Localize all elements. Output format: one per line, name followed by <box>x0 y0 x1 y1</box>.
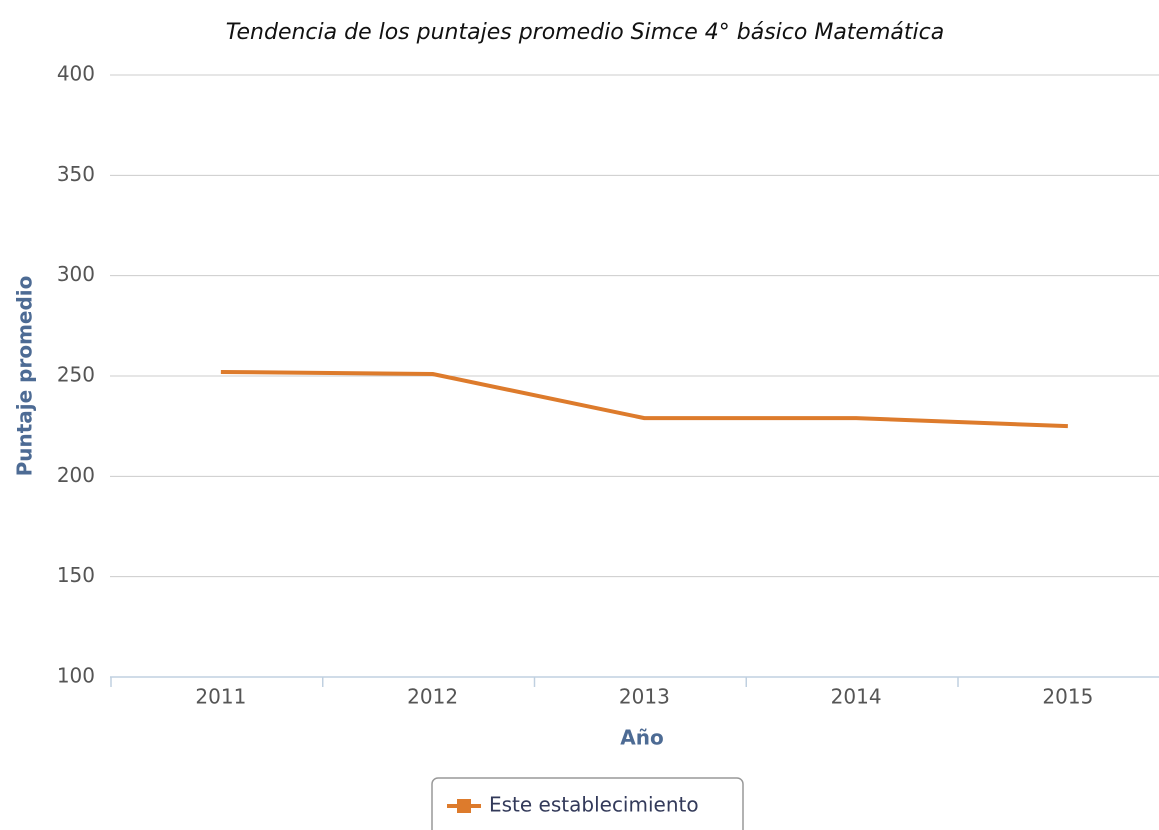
x-tick-label: 2013 <box>619 685 670 709</box>
x-tick-label: 2015 <box>1042 685 1093 709</box>
series-line <box>220 369 1068 429</box>
y-tick-label: 150 <box>57 563 95 587</box>
y-tick-label: 100 <box>57 664 95 688</box>
x-tick-label: 2014 <box>831 685 882 709</box>
y-tick-label: 300 <box>57 262 95 286</box>
legend-symbol-marker <box>457 799 471 813</box>
y-tick-label: 200 <box>57 463 95 487</box>
y-axis-title: Puntaje promedio <box>13 276 37 477</box>
x-tick-label: 2011 <box>195 685 246 709</box>
y-tick-label: 350 <box>57 162 95 186</box>
x-axis-title: Año <box>620 726 663 750</box>
legend: Este establecimiento <box>431 777 744 830</box>
legend-label: Este establecimiento <box>489 793 699 817</box>
x-tick-label: 2012 <box>407 685 458 709</box>
y-tick-label: 250 <box>57 363 95 387</box>
chart-title: Tendencia de los puntajes promedio Simce… <box>226 20 944 45</box>
legend-box <box>431 777 744 830</box>
y-tick-label: 400 <box>57 62 95 86</box>
